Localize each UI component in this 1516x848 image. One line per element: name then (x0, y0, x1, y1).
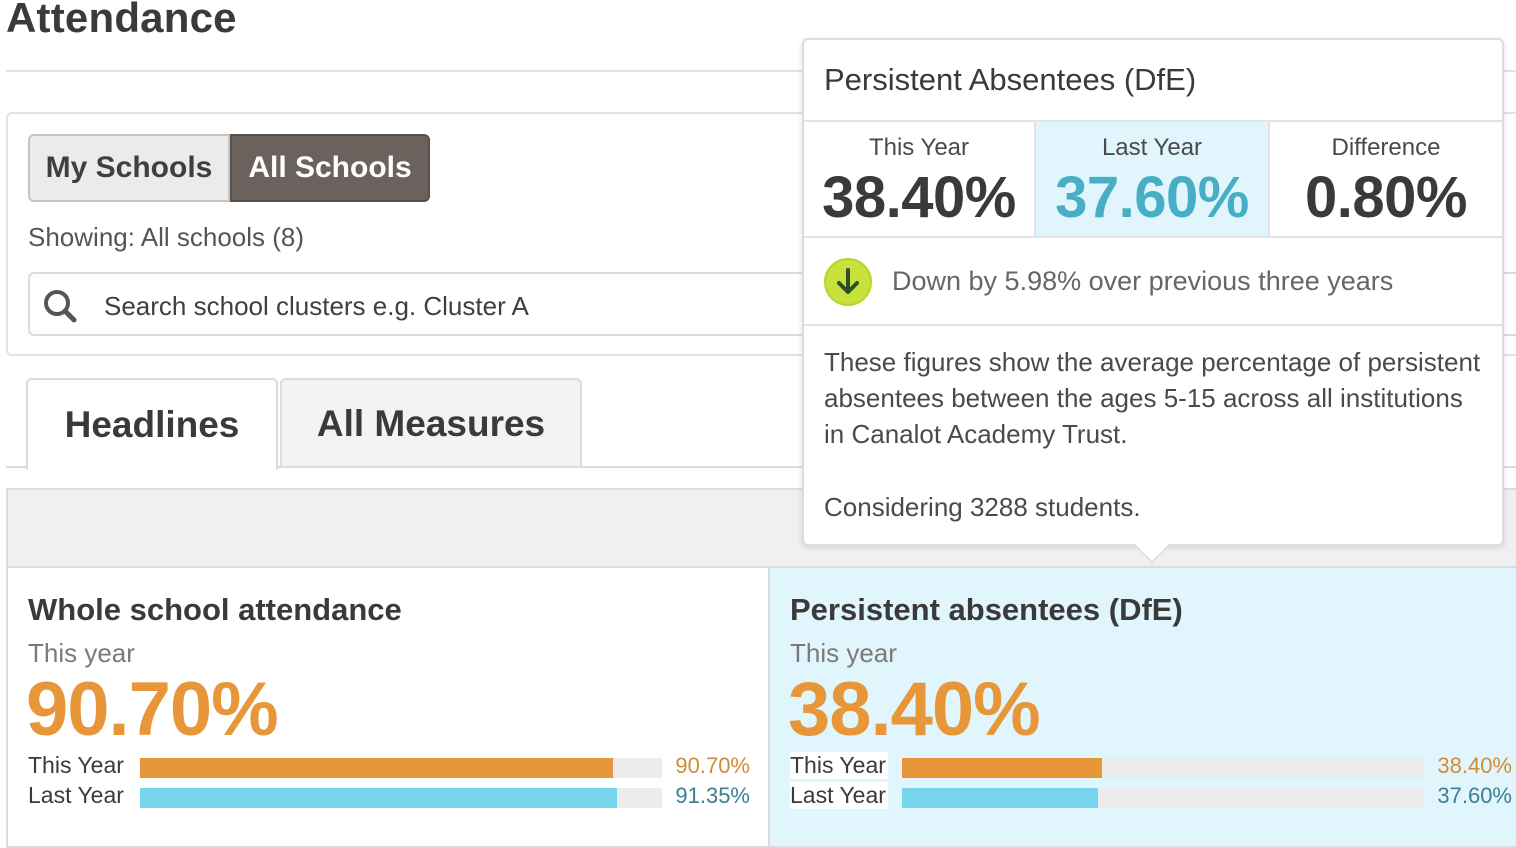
card-subtitle: This year (28, 638, 135, 668)
bar-fill (902, 758, 1103, 778)
title-divider (6, 70, 1516, 72)
tooltip-difference: Difference 0.80% (1270, 122, 1502, 236)
trend-text: Down by 5.98% over previous three years (892, 266, 1394, 296)
page-title: Attendance (6, 0, 237, 41)
showing-summary: Showing: All schools (8) (28, 222, 305, 252)
tooltip-stat-value: 0.80% (1305, 165, 1467, 230)
tab-all-measures[interactable]: All Measures (280, 378, 582, 468)
arrow-down-icon (824, 258, 872, 306)
search-input[interactable] (102, 286, 746, 326)
card-value: 90.70% (26, 667, 279, 752)
tooltip-divider (804, 120, 1502, 122)
bar-fill (902, 788, 1099, 808)
tooltip-stat-value: 38.40% (822, 165, 1016, 230)
card-title: Persistent absentees (DfE) (790, 592, 1183, 627)
card-value: 38.40% (788, 667, 1041, 752)
tooltip-title: Persistent Absentees (DfE) (824, 62, 1197, 97)
card-subtitle: This year (790, 638, 897, 668)
tooltip-arrow (1134, 543, 1170, 561)
tooltip-stat-value: 37.60% (1055, 165, 1249, 230)
all-schools-button[interactable]: All Schools (230, 134, 430, 202)
bar-track (140, 758, 662, 778)
card-title: Whole school attendance (28, 592, 402, 627)
tooltip-last-year: Last Year 37.60% (1036, 122, 1270, 236)
search-icon (44, 290, 77, 323)
tooltip-this-year: This Year 38.40% (804, 122, 1036, 236)
bar-label: Last Year (790, 782, 888, 809)
card-persistent-absentees[interactable]: Persistent absentees (DfE) This year 38.… (770, 566, 1516, 846)
tooltip-stat-label: This Year (868, 134, 970, 161)
card-whole-school-attendance[interactable]: Whole school attendance This year 90.70%… (8, 566, 770, 846)
tooltip-description: These figures show the average percentag… (824, 347, 1481, 449)
tooltip-student-count: Considering 3288 students. (824, 492, 1141, 522)
measure-tooltip: Persistent Absentees (DfE) This Year 38.… (802, 38, 1504, 546)
bar-label: This Year (28, 752, 126, 779)
tooltip-divider (804, 324, 1502, 326)
tooltip-stat-label: Last Year (1101, 134, 1203, 161)
bar-track (902, 758, 1424, 778)
bar-row-this-year: This Year 38.40% (790, 752, 1516, 780)
bar-row-last-year: Last Year 37.60% (790, 782, 1516, 810)
tabs-divider (6, 466, 1516, 468)
bar-row-last-year: Last Year 91.35% (28, 782, 768, 810)
bar-fill (140, 758, 614, 778)
bar-value: 38.40% (1437, 753, 1512, 778)
bar-label: Last Year (28, 782, 126, 809)
bar-label: This Year (790, 752, 888, 779)
bar-track (902, 788, 1424, 808)
bar-value: 37.60% (1437, 783, 1512, 808)
tab-headlines[interactable]: Headlines (26, 378, 278, 470)
bar-track (140, 788, 662, 808)
bar-value: 91.35% (675, 783, 750, 808)
my-schools-button[interactable]: My Schools (28, 134, 230, 202)
bar-fill (140, 788, 617, 808)
school-scope-toggle: My Schools All Schools (28, 134, 430, 202)
bar-value: 90.70% (675, 753, 750, 778)
tooltip-stat-label: Difference (1331, 134, 1441, 161)
bar-row-this-year: This Year 90.70% (28, 752, 768, 780)
tooltip-divider (804, 236, 1502, 238)
